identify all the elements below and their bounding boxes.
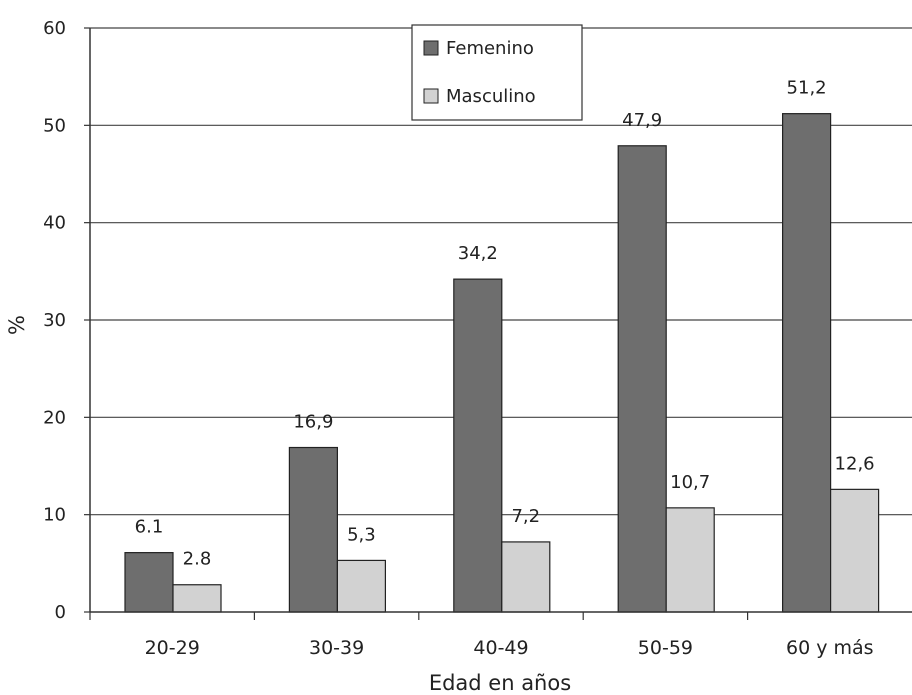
legend-box <box>411 24 583 121</box>
data-label-femenino-1: 16,9 <box>293 412 333 433</box>
y-tick-label-20: 20 <box>43 407 66 428</box>
data-label-femenino-0: 6.1 <box>135 517 164 538</box>
x-axis-ticks: 20-29 30-39 40-49 50-59 60 y más <box>89 612 874 659</box>
y-tick-label-30: 30 <box>43 310 66 331</box>
legend-label-femenino: Femenino <box>446 38 534 59</box>
legend-swatch-masculino <box>423 88 439 104</box>
x-tick-label-1: 30-39 <box>309 637 364 659</box>
legend-label-masculino: Masculino <box>446 86 536 107</box>
y-axis-ticks: 0 10 20 30 40 50 60 <box>43 18 90 623</box>
bar-masculino-4 <box>829 488 880 613</box>
data-label-femenino-4: 51,2 <box>787 78 827 99</box>
bar-femenino-3 <box>617 145 667 613</box>
legend-swatch-femenino <box>423 40 439 56</box>
y-tick-label-10: 10 <box>43 505 66 526</box>
bar-masculino-0 <box>172 584 222 613</box>
x-tick-label-0: 20-29 <box>145 637 200 659</box>
bar-femenino-0 <box>124 552 174 613</box>
x-tick-label-3: 50-59 <box>638 637 693 659</box>
data-label-masculino-3: 10,7 <box>670 472 710 493</box>
bar-femenino-4 <box>781 113 832 613</box>
bar-masculino-1 <box>336 559 386 613</box>
bar-masculino-3 <box>665 507 715 613</box>
x-tick-label-2: 40-49 <box>473 637 528 659</box>
data-label-masculino-2: 7,2 <box>511 506 540 527</box>
y-axis-title: % <box>5 315 29 335</box>
data-label-femenino-2: 34,2 <box>458 243 498 264</box>
y-tick-label-60: 60 <box>43 18 66 39</box>
y-tick-label-40: 40 <box>43 213 66 234</box>
y-tick-label-50: 50 <box>43 115 66 136</box>
bar-masculino-2 <box>501 541 551 613</box>
x-tick-label-4: 60 y más <box>786 637 874 659</box>
data-label-masculino-0: 2.8 <box>183 549 212 570</box>
legend: Femenino Masculino <box>411 24 583 121</box>
data-label-femenino-3: 47,9 <box>622 110 662 131</box>
x-axis-title: Edad en años <box>429 671 571 695</box>
bars <box>124 113 880 613</box>
data-label-masculino-1: 5,3 <box>347 524 376 545</box>
y-tick-label-0: 0 <box>55 602 66 623</box>
bar-femenino-2 <box>453 278 503 613</box>
bar-femenino-1 <box>288 446 338 613</box>
data-label-masculino-4: 12,6 <box>835 453 875 474</box>
data-labels: 6.1 2.8 16,9 5,3 34,2 7,2 47,9 10,7 51,2 12,6 <box>135 78 875 570</box>
